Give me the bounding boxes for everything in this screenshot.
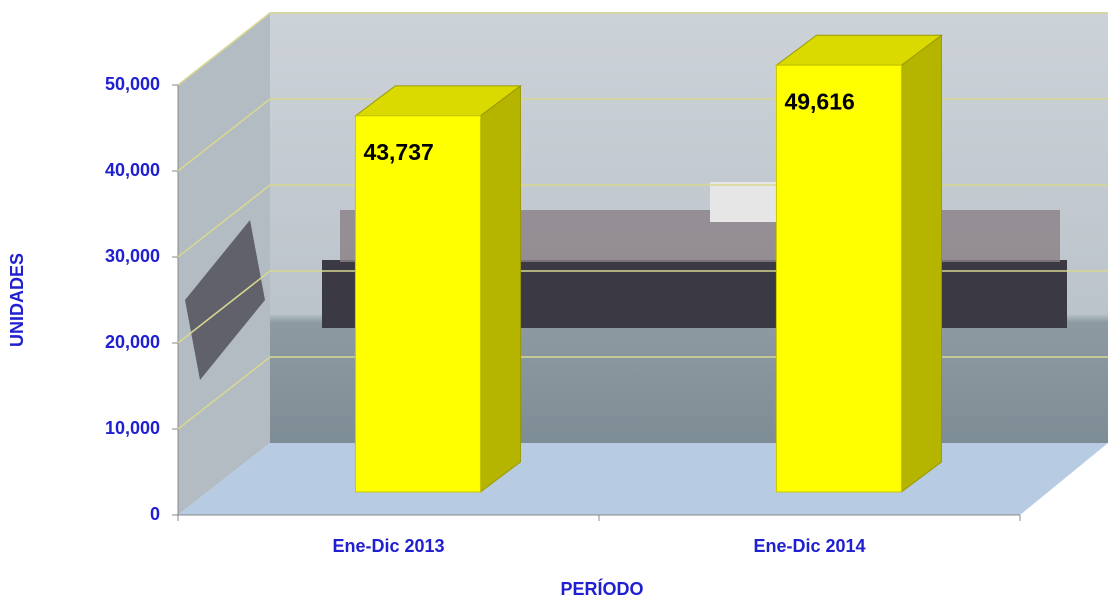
bar-side: [901, 35, 941, 492]
y-axis-title: UNIDADES: [7, 253, 27, 347]
y-tick-label: 0: [150, 504, 160, 524]
bar: [776, 65, 901, 492]
y-tick-label: 40,000: [105, 160, 160, 180]
x-tick-label: Ene-Dic 2013: [332, 536, 444, 556]
y-tick-label: 30,000: [105, 246, 160, 266]
chart: PERÍODO UNIDADES 0 10,000 20,000 30,000 40,0…: [0, 0, 1108, 599]
ship-bridge: [710, 182, 780, 222]
y-tick-label: 10,000: [105, 418, 160, 438]
data-label: 49,616: [784, 88, 854, 114]
bar-side: [480, 86, 520, 492]
y-tick-label: 20,000: [105, 332, 160, 352]
x-tick-label: Ene-Dic 2014: [753, 536, 865, 556]
x-axis-title: PERÍODO: [560, 578, 643, 599]
floor: [178, 443, 1108, 515]
data-label: 43,737: [363, 139, 433, 165]
y-tick-label: 50,000: [105, 74, 160, 94]
bar: [355, 116, 480, 492]
